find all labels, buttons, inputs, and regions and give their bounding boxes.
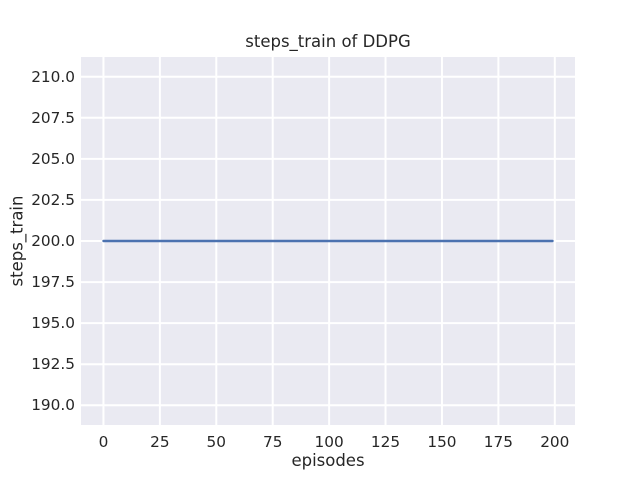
x-tick-label: 0 bbox=[98, 433, 109, 451]
x-axis-label: episodes bbox=[291, 451, 365, 470]
plot-area bbox=[81, 57, 575, 425]
x-tick-label: 200 bbox=[540, 433, 570, 451]
x-tick-label: 75 bbox=[262, 433, 283, 451]
y-tick-label: 195.0 bbox=[31, 314, 75, 333]
x-tick-label: 100 bbox=[314, 433, 344, 451]
y-tick-label: 192.5 bbox=[31, 355, 75, 374]
plot-canvas bbox=[81, 57, 575, 425]
y-tick-label: 190.0 bbox=[31, 396, 75, 415]
y-tick-label: 207.5 bbox=[31, 108, 75, 127]
x-tick-label: 25 bbox=[150, 433, 170, 451]
chart-title: steps_train of DDPG bbox=[245, 32, 411, 51]
y-tick-label: 197.5 bbox=[31, 273, 75, 292]
x-tick-label: 125 bbox=[370, 433, 401, 451]
y-tick-label: 205.0 bbox=[31, 149, 75, 168]
x-tick-label: 175 bbox=[483, 433, 513, 451]
x-tick-label: 50 bbox=[206, 433, 227, 451]
y-tick-label: 210.0 bbox=[31, 67, 75, 86]
x-tick-label: 150 bbox=[427, 433, 457, 451]
y-tick-label: 202.5 bbox=[31, 190, 75, 209]
y-tick-label: 200.0 bbox=[31, 232, 75, 250]
